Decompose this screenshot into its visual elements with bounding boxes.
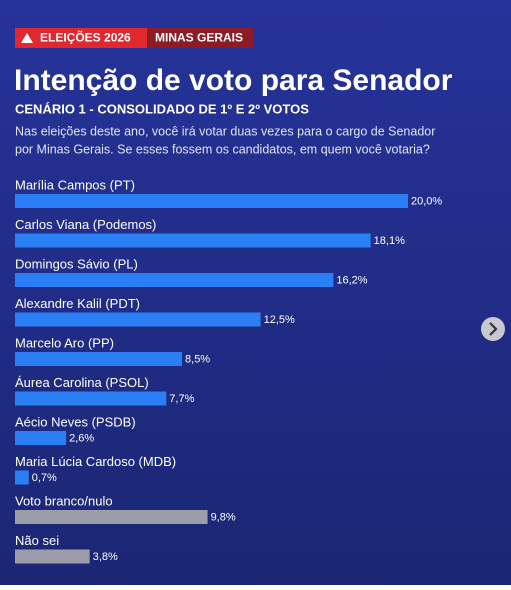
category-label: Marília Campos (PT): [15, 177, 135, 192]
value-label: 12,5%: [264, 314, 295, 326]
bar: [15, 194, 408, 208]
category-label: Domingos Sávio (PL): [15, 256, 138, 271]
value-label: 9,8%: [211, 511, 236, 523]
bar: [15, 352, 183, 366]
value-label: 18,1%: [374, 235, 405, 247]
next-button[interactable]: [481, 317, 505, 341]
description: por Minas Gerais. Se esses fossem os can…: [15, 142, 430, 156]
category-label: Alexandre Kalil (PDT): [15, 296, 140, 311]
bar: [15, 431, 67, 445]
category-label: Aécio Neves (PSDB): [15, 414, 136, 429]
category-label: Carlos Viana (Podemos): [15, 217, 156, 232]
value-label: 2,6%: [69, 432, 94, 444]
category-label: Maria Lúcia Cardoso (MDB): [15, 454, 176, 469]
description: Nas eleições deste ano, você irá votar d…: [15, 124, 435, 138]
value-label: 16,2%: [336, 274, 367, 286]
value-label: 3,8%: [93, 551, 118, 563]
badge-text: ELEIÇÕES 2026: [40, 30, 131, 45]
badge-icon: [21, 33, 33, 43]
chart-title: Intenção de voto para Senador: [14, 64, 453, 97]
bar: [15, 549, 90, 564]
bar: [15, 312, 261, 327]
next-icon: [489, 322, 498, 336]
value-label: 20,0%: [411, 195, 442, 207]
category-label: Não sei: [15, 533, 59, 548]
subtitle: CENÁRIO 1 - CONSOLIDADO DE 1º E 2º VOTOS: [15, 101, 309, 116]
region-text: MINAS GERAIS: [155, 31, 243, 45]
category-label: Marcelo Aro (PP): [15, 335, 114, 350]
bar: [15, 273, 334, 287]
region-badge: [147, 28, 253, 48]
value-label: 0,7%: [32, 472, 57, 484]
value-label: 7,7%: [169, 393, 194, 405]
bar: [15, 233, 371, 248]
category-label: Áurea Carolina (PSOL): [15, 375, 149, 390]
value-label: 8,5%: [185, 353, 210, 365]
bar: [15, 510, 208, 524]
category-label: Voto branco/nulo: [15, 493, 113, 508]
bar: [15, 470, 29, 485]
bar: [15, 391, 167, 406]
badge: [15, 28, 147, 48]
